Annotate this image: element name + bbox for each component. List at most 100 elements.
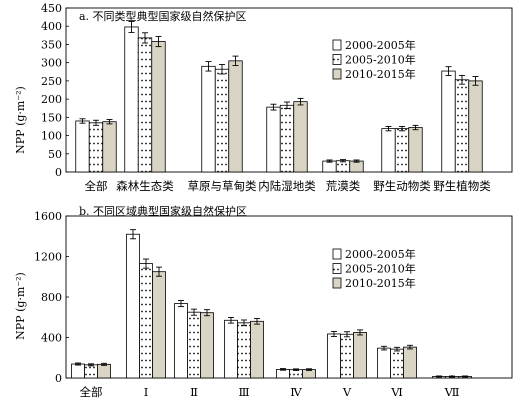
chart-b-error-bar: [228, 317, 234, 324]
chart-b-error-bar: [280, 368, 286, 371]
chart-b-bar: [302, 369, 316, 379]
chart-b-bar: [250, 320, 264, 379]
chart-a-error-bar: [284, 101, 290, 110]
chart-a-error-bar: [385, 125, 392, 132]
chart-b-bar: [174, 303, 188, 379]
chart-a-ytick-label: 50: [48, 148, 62, 161]
chart-a-error-bar: [297, 97, 304, 106]
chart-a-category-label: 野生动物类: [373, 179, 431, 193]
chart-b-bar: [353, 332, 367, 379]
chart-a-legend-swatch: [332, 39, 342, 51]
chart-a-category-label: 内陆湿地类: [258, 179, 316, 193]
chart-b-bar: [237, 322, 251, 379]
chart-a-error-bar: [445, 66, 452, 76]
chart-b-legend-swatch: [332, 277, 342, 289]
chart-b-bar: [390, 348, 404, 379]
chart-b-error-bar: [407, 344, 413, 350]
chart-a-bar: [322, 160, 337, 173]
chart-a-ytick-label: 150: [41, 111, 62, 124]
chart-b-legend-label: 2010-2015年: [345, 276, 416, 290]
chart-b-error-bar: [357, 329, 363, 336]
chart-b-legend-label: 2000-2005年: [345, 247, 416, 261]
chart-b-error-bar: [204, 309, 210, 317]
chart-a-error-bar: [205, 61, 212, 72]
chart-b-error-bar: [436, 375, 442, 378]
chart-a-error-bar: [326, 159, 333, 163]
chart-a-error-bar: [128, 21, 135, 33]
chart-b-error-bar: [143, 258, 149, 269]
chart-a-title: a. 不同类型典型国家级自然保护区: [79, 9, 247, 23]
chart-a-bar: [293, 101, 308, 173]
chart-b-category-label: Ⅳ: [290, 385, 302, 399]
chart-b-error-bar: [156, 266, 162, 277]
chart-panel-b: b. 不同区域典型国家级自然保护区 NPP (g·m⁻²) 0 400 800 120…: [14, 204, 513, 399]
chart-b-ytick-label: 400: [41, 332, 62, 345]
chart-a-bar: [201, 65, 216, 173]
chart-b-error-bar: [293, 368, 299, 371]
chart-b-bar: [224, 319, 238, 379]
chart-a-ytick-label: 400: [41, 20, 62, 33]
chart-a-bar: [102, 121, 117, 173]
chart-a-bar: [75, 120, 90, 173]
chart-a-error-bar: [472, 76, 479, 86]
chart-a-legend-swatch: [332, 68, 342, 80]
chart-a-error-bar: [412, 124, 419, 131]
chart-b-ylabel: NPP (g·m⁻²): [14, 272, 27, 340]
chart-b-bar: [139, 263, 153, 379]
chart-a-ytick-label: 0: [55, 166, 62, 179]
chart-a-bar: [228, 60, 243, 173]
chart-a-legend-label: 2010-2015年: [345, 67, 416, 81]
chart-a-bar: [349, 160, 364, 173]
chart-a-ytick-label: 200: [41, 93, 62, 106]
chart-b-error-bar: [191, 308, 197, 316]
chart-a-ytick-label: 450: [41, 2, 62, 15]
chart-b-error-bar: [75, 362, 81, 366]
chart-b-error-bar: [130, 229, 136, 240]
chart-b-bar: [126, 233, 140, 379]
chart-a-bar: [279, 104, 295, 173]
chart-b-bar: [97, 363, 111, 379]
chart-a-bar: [381, 128, 396, 173]
chart-b-error-bar: [88, 363, 94, 367]
chart-a-error-bar: [106, 119, 113, 125]
chart-b-error-bar: [449, 375, 455, 378]
chart-a-bar: [137, 37, 153, 173]
chart-a-error-bar: [219, 64, 225, 75]
chart-b-bar: [84, 364, 98, 379]
chart-a-bar: [266, 106, 281, 173]
chart-b-error-bar: [381, 345, 387, 351]
chart-b-bar: [340, 333, 354, 379]
chart-a-error-bar: [270, 103, 277, 111]
chart-a-ytick-label: 250: [41, 75, 62, 88]
chart-a-legend-label: 2000-2005年: [345, 38, 416, 52]
chart-b-category-label: Ⅱ: [190, 385, 198, 399]
chart-b-title: b. 不同区域典型国家级自然保护区: [79, 204, 247, 218]
chart-b-error-bar: [254, 318, 260, 325]
chart-a-category-label: 草原与草甸类: [188, 179, 257, 193]
chart-b-error-bar: [331, 330, 337, 337]
chart-a-bar: [468, 80, 483, 173]
chart-a-category-label: 野生植物类: [433, 179, 491, 193]
chart-a-ytick-label: 350: [41, 38, 62, 51]
chart-a-bar: [214, 68, 230, 173]
chart-a-ylabel: NPP (g·m⁻²): [14, 86, 27, 154]
chart-a-error-bar: [232, 55, 239, 67]
chart-a-error-bar: [340, 159, 346, 163]
chart-b-error-bar: [178, 300, 184, 308]
chart-b-ytick-label: 800: [41, 291, 62, 304]
chart-b-bar: [152, 271, 166, 379]
chart-a-bar: [454, 79, 470, 173]
chart-a-bar: [335, 160, 351, 173]
chart-b-category-label: Ⅲ: [238, 385, 249, 399]
chart-b-category-label: Ⅴ: [342, 385, 352, 399]
chart-b-ytick-label: 0: [55, 372, 62, 385]
chart-a-error-bar: [93, 119, 99, 126]
chart-a-bar: [408, 127, 423, 173]
chart-b-error-bar: [394, 346, 400, 352]
chart-a-bar: [394, 128, 410, 173]
chart-a-bar: [124, 26, 139, 173]
chart-a-ytick-label: 100: [41, 130, 62, 143]
